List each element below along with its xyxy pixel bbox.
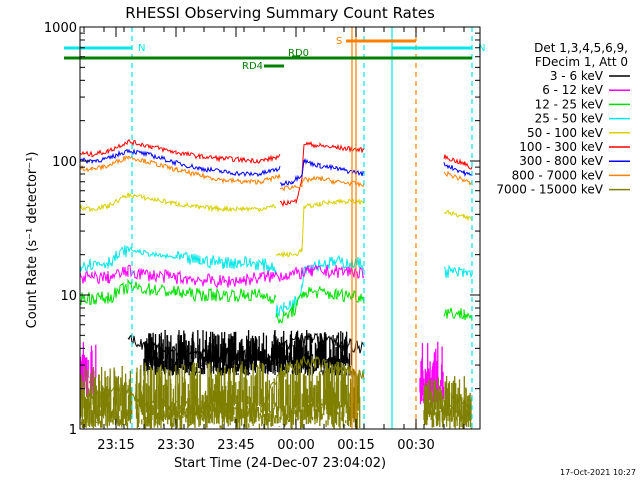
legend-header-1: FDecim 1, Att 0 [535, 55, 628, 69]
series-line-25-50-keV-2 [443, 264, 473, 279]
plot-frame [79, 26, 481, 430]
series-line-7000-15000-keV-1 [443, 394, 473, 408]
legend-label-0: 3 - 6 keV [550, 69, 604, 83]
legend-label-5: 100 - 300 keV [519, 140, 603, 154]
legend: Det 1,3,4,5,6,9,FDecim 1, Att 03 - 6 keV… [496, 41, 630, 197]
series-line-50-100-keV-0 [80, 192, 277, 213]
date-stamp: 17-Oct-2021 10:27 [560, 468, 636, 477]
low-rate-block-5 [423, 376, 473, 429]
series-line-12-25-keV-0 [80, 278, 277, 306]
legend-label-3: 25 - 50 keV [535, 112, 604, 126]
y-tick-label-3: 1000 [44, 21, 77, 36]
y-axis-label: Count Rate (s⁻¹ detector⁻¹) [25, 152, 40, 329]
series-line-800-7000-keV-0 [80, 155, 281, 185]
series-line-300-800-keV-0 [80, 148, 281, 178]
low-rate-block-1 [135, 361, 361, 429]
legend-label-4: 50 - 100 keV [527, 126, 604, 140]
series-line-3-6-keV-0 [127, 332, 365, 366]
series-line-50-100-keV-1 [275, 198, 365, 258]
legend-label-1: 6 - 12 keV [542, 83, 604, 97]
x-tick-label-0: 23:15 [97, 438, 134, 453]
x-axis-label: Start Time (24-Dec-07 23:04:02) [174, 456, 386, 471]
flag-label-1: N [478, 43, 485, 54]
flag-label-4: RD0 [288, 48, 309, 59]
x-tick-label-3: 00:00 [277, 438, 314, 453]
flag-label-0: N [138, 43, 145, 54]
x-tick-label-5: 00:30 [397, 438, 434, 453]
legend-label-7: 800 - 7000 keV [512, 168, 604, 182]
x-tick-label-4: 00:15 [337, 438, 374, 453]
y-tick-label-0: 1 [69, 423, 77, 438]
x-tick-label-2: 23:45 [217, 438, 254, 453]
series-line-800-7000-keV-1 [279, 175, 365, 192]
series-line-12-25-keV-2 [443, 307, 473, 321]
series-line-12-25-keV-1 [275, 286, 365, 324]
series-line-50-100-keV-2 [443, 209, 473, 222]
y-tick-label-1: 10 [60, 289, 77, 304]
legend-label-8: 7000 - 15000 keV [496, 183, 603, 197]
series-line-300-800-keV-1 [279, 157, 365, 187]
series-line-100-300-keV-1 [279, 140, 365, 208]
flag-label-5: S [336, 36, 342, 47]
series-line-100-300-keV-0 [80, 138, 281, 165]
plot-area: N N RD4 RD0 S [64, 27, 485, 429]
legend-header-0: Det 1,3,4,5,6,9, [534, 41, 628, 55]
legend-label-6: 300 - 800 keV [519, 154, 603, 168]
series-line-6-12-keV-0 [80, 264, 365, 289]
flag-label-3: RD4 [242, 61, 263, 72]
series-line-7000-15000-keV-0 [80, 355, 365, 422]
x-tick-label-1: 23:30 [157, 438, 194, 453]
y-tick-label-2: 100 [52, 155, 77, 170]
series-line-25-50-keV-0 [80, 245, 277, 275]
plot-content [80, 27, 473, 429]
low-rate-block-3 [80, 366, 133, 429]
series-line-800-7000-keV-2 [443, 170, 473, 186]
series-line-100-300-keV-2 [443, 154, 473, 170]
legend-label-2: 12 - 25 keV [535, 97, 604, 111]
series-line-300-800-keV-2 [443, 162, 473, 178]
axes: 1 10 100 1000 23:15 23:30 23:45 00:00 00:15 00:30 [44, 21, 481, 453]
chart-title: RHESSI Observing Summary Count Rates [125, 4, 435, 22]
